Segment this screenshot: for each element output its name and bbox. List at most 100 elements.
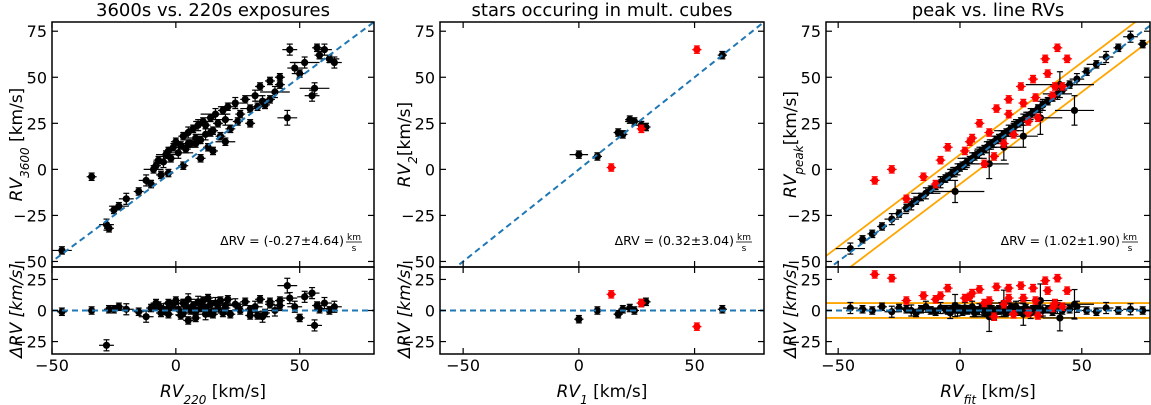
marker xyxy=(902,195,910,203)
chart-title: 3600s vs. 220s exposures xyxy=(96,0,330,21)
resid-point xyxy=(287,300,303,313)
resid-point xyxy=(1123,303,1138,316)
marker xyxy=(944,143,952,151)
marker xyxy=(1048,92,1057,100)
highlight-point xyxy=(606,163,616,172)
marker xyxy=(907,200,915,208)
panel-3: peak vs. line RVs−50 0 50−50−250255075−250… xyxy=(781,0,1151,405)
marker xyxy=(912,197,920,205)
resid-point xyxy=(877,302,887,312)
data-point xyxy=(146,179,157,189)
highlight-resid-point xyxy=(964,292,975,302)
resid-point xyxy=(1091,307,1102,317)
marker xyxy=(1000,300,1008,308)
marker xyxy=(315,305,324,313)
marker xyxy=(142,313,150,321)
marker xyxy=(980,160,988,168)
x-axis-label: RV1 [km/s] xyxy=(557,382,648,405)
resid-y-tick-label: 0 xyxy=(37,302,47,321)
y-tick-label: −50 xyxy=(787,252,821,271)
y-axis-label: RV2[km/s] xyxy=(395,102,420,187)
x-axis-label-base: RV xyxy=(160,382,185,402)
marker xyxy=(276,81,284,89)
resid-point xyxy=(133,307,144,317)
marker xyxy=(888,165,896,173)
marker xyxy=(330,303,338,311)
data-point xyxy=(274,80,285,89)
marker xyxy=(1039,101,1047,109)
x-axis-label-unit: [km/s] xyxy=(976,382,1036,402)
y-axis-label-base: RV xyxy=(395,162,415,187)
marker xyxy=(1083,68,1091,76)
highlight-point xyxy=(1003,95,1014,104)
marker xyxy=(256,295,264,303)
y-tick-label: −50 xyxy=(401,252,435,271)
resid-point xyxy=(163,298,174,308)
marker xyxy=(234,303,242,311)
marker xyxy=(1139,40,1147,48)
marker xyxy=(224,295,232,303)
marker xyxy=(1102,53,1110,61)
marker xyxy=(194,121,202,129)
x-axis-label-sub: fit xyxy=(964,393,978,405)
data-point xyxy=(274,72,285,82)
highlight-point xyxy=(918,172,929,182)
marker xyxy=(1019,294,1027,302)
annotation-unit-num: km xyxy=(1123,233,1137,243)
x-tick-label: −50 xyxy=(446,356,480,375)
highlight-point xyxy=(984,128,995,137)
marker xyxy=(878,303,886,311)
resid-y-tick-label: −25 xyxy=(401,333,435,352)
marker xyxy=(115,303,123,311)
marker xyxy=(1005,284,1013,292)
marker xyxy=(1070,300,1079,308)
marker xyxy=(310,321,319,330)
panel-1: 3600s vs. 220s exposures −50 0 50 −50 −25 0 25 5… xyxy=(7,0,375,405)
marker xyxy=(1051,82,1059,91)
delta-rv-annotation: ΔRV = (0.32±3.04) xyxy=(615,233,734,248)
data-point xyxy=(118,192,134,205)
marker xyxy=(221,116,229,124)
marker xyxy=(135,187,143,196)
marker xyxy=(1058,82,1066,91)
highlight-resid-point xyxy=(984,296,995,305)
data-point xyxy=(245,119,256,128)
data-point xyxy=(592,152,602,161)
resid-point xyxy=(857,304,868,314)
resid-y-tick-label: 25 xyxy=(415,270,435,289)
marker xyxy=(192,139,200,148)
marker xyxy=(1092,308,1101,316)
highlight-resid-point xyxy=(1050,298,1060,308)
data-point xyxy=(1098,50,1114,64)
data-point xyxy=(247,102,268,112)
resid-point xyxy=(574,314,584,324)
marker xyxy=(301,293,309,301)
resid-y-tick-label: −25 xyxy=(13,333,47,352)
marker xyxy=(246,305,254,313)
resid-point xyxy=(222,295,233,304)
marker xyxy=(246,104,254,113)
y-axis-label-sub: 3600 xyxy=(18,147,32,178)
marker xyxy=(888,215,896,223)
resid-point xyxy=(86,306,97,315)
marker xyxy=(975,285,984,293)
marker xyxy=(226,310,234,318)
marker xyxy=(902,296,910,305)
marker xyxy=(1070,106,1079,115)
marker xyxy=(1092,60,1101,68)
y-tick-label: 75 xyxy=(801,22,821,41)
marker xyxy=(919,173,928,181)
marker xyxy=(902,204,910,212)
resid-y-tick-label: 0 xyxy=(425,302,435,321)
data-point xyxy=(312,43,322,53)
resid-point xyxy=(255,295,266,304)
marker xyxy=(246,119,254,127)
data-point xyxy=(326,56,342,69)
marker xyxy=(1000,139,1008,148)
highlight-resid-point xyxy=(901,296,912,305)
resid-point xyxy=(940,293,970,318)
marker xyxy=(241,95,249,103)
marker xyxy=(922,303,930,311)
marker xyxy=(291,303,299,311)
marker xyxy=(1034,303,1042,311)
